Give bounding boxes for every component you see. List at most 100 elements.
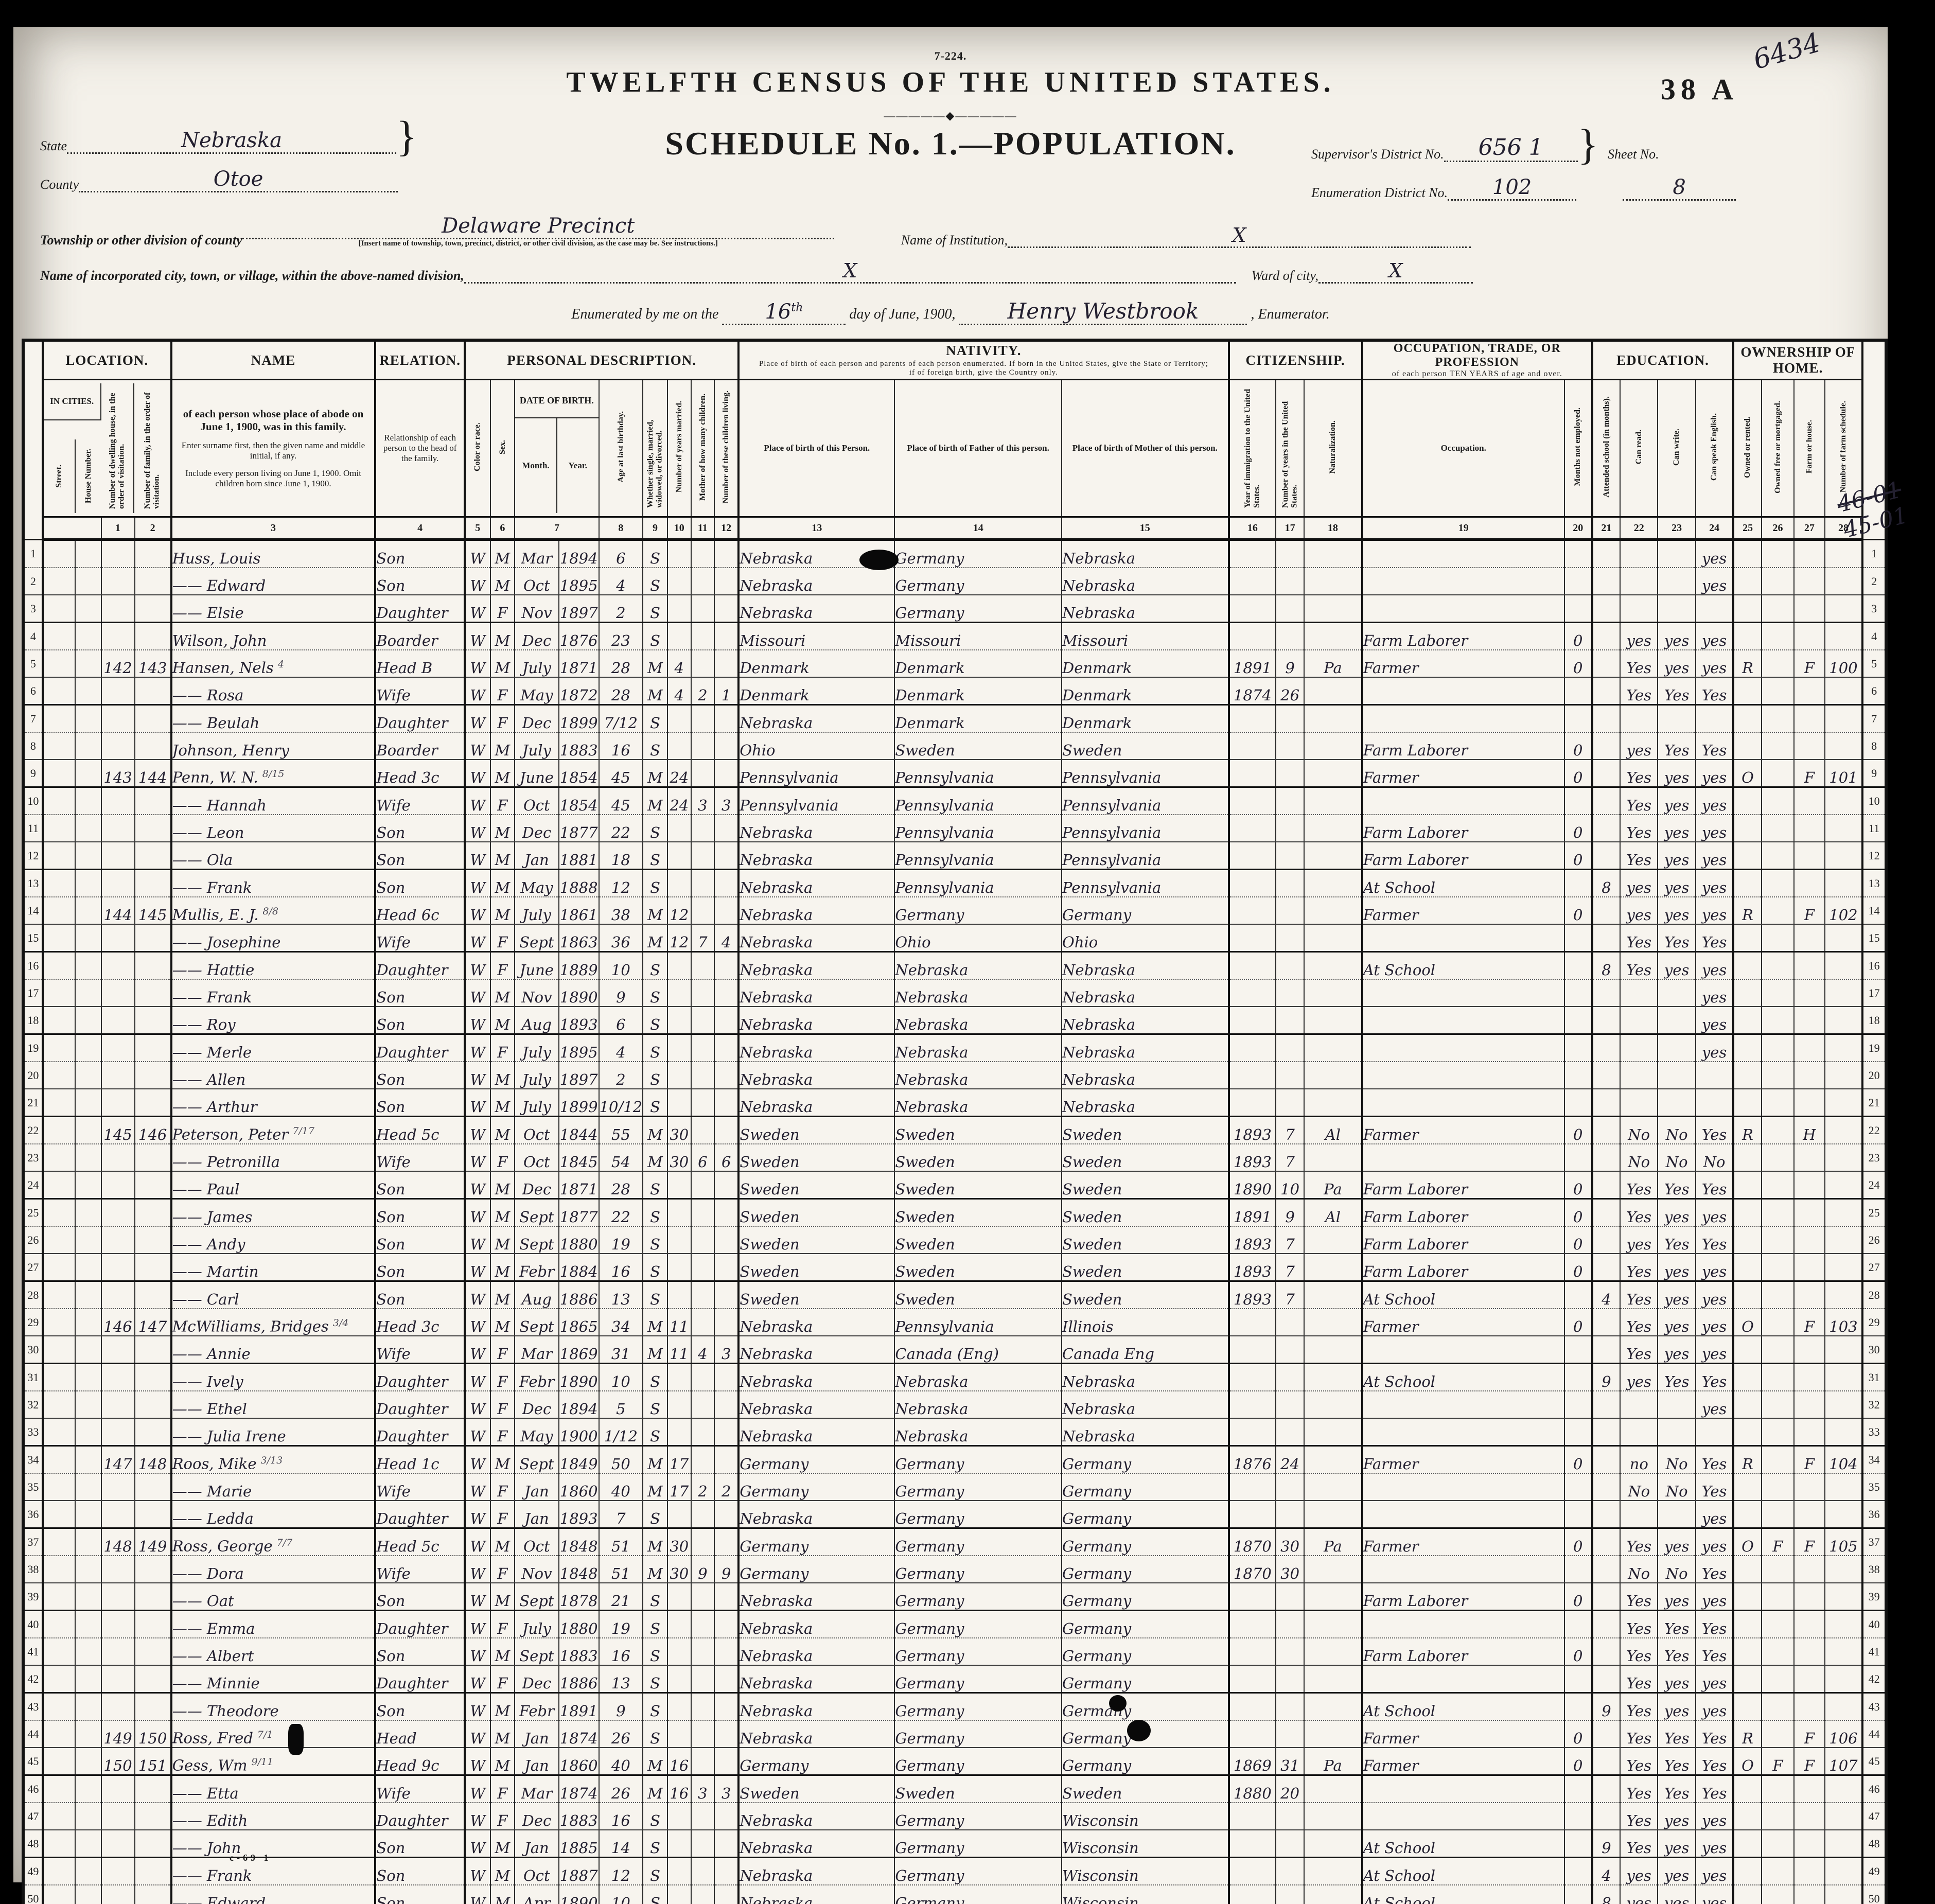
years-married-cell: [667, 1720, 692, 1748]
years-married-cell: [667, 1363, 692, 1391]
years-in-us-cell: [1276, 1007, 1305, 1035]
table-row: 48 —— John Son W M Jan 1885 14 S Nebraska Germany W…: [23, 1830, 1887, 1858]
line-number: 9: [23, 760, 44, 788]
pob-mother-cell: Sweden: [1062, 1198, 1230, 1227]
naturalization-cell: [1304, 595, 1363, 623]
population-schedule-table: LOCATION. NAME RELATION. PERSONAL DESCRI…: [22, 339, 1888, 1904]
months-not-employed-cell: [1564, 1501, 1593, 1529]
years-in-us-cell: 9: [1276, 1198, 1305, 1227]
color-race-cell: W: [465, 1062, 491, 1089]
birth-year-cell: 1889: [558, 951, 600, 980]
section-name: NAME: [171, 340, 377, 380]
age-cell: 4: [599, 568, 644, 595]
can-speak-english-cell: Yes: [1695, 1116, 1735, 1144]
color-race-cell: W: [465, 815, 491, 842]
marital-cell: S: [643, 1885, 668, 1904]
naturalization-cell: [1304, 1445, 1363, 1474]
color-race-cell: W: [465, 1665, 491, 1694]
farm-house-cell: [1794, 1144, 1825, 1172]
farm-house-cell: [1794, 787, 1825, 815]
months-not-employed-cell: 0: [1564, 1171, 1593, 1200]
can-write-cell: yes: [1658, 1693, 1696, 1721]
pob-father-cell: Nebraska: [894, 1391, 1063, 1419]
can-speak-english-cell: Yes: [1695, 677, 1735, 706]
farm-house-cell: [1794, 1857, 1825, 1885]
color-race-cell: W: [465, 979, 491, 1007]
table-row: 41 —— Albert Son W M Sept 1883 16 S Nebraska Germa…: [23, 1638, 1887, 1666]
can-read-cell: [1620, 568, 1659, 595]
attended-school-cell: [1592, 1748, 1621, 1776]
house-number-cell: [75, 1116, 102, 1144]
naturalization-cell: [1304, 1336, 1363, 1364]
mother-of-cell: [691, 1254, 715, 1282]
family-number: [134, 1144, 172, 1172]
occupation-cell: [1362, 1473, 1565, 1501]
mother-of-cell: [691, 568, 715, 595]
farm-schedule-cell: [1824, 1144, 1864, 1172]
pob-mother-cell: Nebraska: [1062, 1089, 1230, 1117]
pob-mother-cell: Pennsylvania: [1062, 815, 1230, 842]
marital-cell: S: [643, 1254, 668, 1282]
can-write-cell: yes: [1658, 1857, 1696, 1885]
free-mortgaged-cell: [1761, 650, 1795, 678]
pob-person-cell: Nebraska: [738, 1089, 895, 1117]
farm-schedule-cell: [1824, 1226, 1864, 1254]
naturalization-cell: [1304, 539, 1363, 568]
ward-label: Ward of city,: [1251, 268, 1319, 283]
farm-house-cell: [1794, 1171, 1825, 1200]
immigration-year-cell: [1228, 979, 1277, 1007]
sex-cell: M: [490, 1089, 516, 1117]
farm-schedule-cell: [1824, 1610, 1864, 1638]
family-number: [134, 1885, 172, 1904]
birth-year-cell: 1884: [558, 1254, 600, 1282]
pob-father-cell: Pennsylvania: [894, 760, 1063, 788]
can-read-cell: Yes: [1620, 650, 1659, 678]
township-label: Township or other division of county: [40, 233, 242, 248]
owned-rented-cell: [1733, 1034, 1762, 1062]
color-race-cell: W: [465, 539, 491, 568]
line-number: 48: [23, 1830, 44, 1858]
months-not-employed-cell: [1564, 539, 1593, 568]
years-in-us-cell: [1276, 979, 1305, 1007]
relation-cell: Son: [375, 1198, 466, 1227]
birth-month-cell: July: [515, 1062, 559, 1089]
line-number: 46: [23, 1775, 44, 1803]
birth-month-cell: Oct: [515, 1144, 559, 1172]
farm-house-cell: [1794, 1363, 1825, 1391]
farm-house-cell: [1794, 1775, 1825, 1803]
birth-year-cell: 1860: [558, 1748, 600, 1776]
street-cell: [42, 1748, 76, 1776]
house-number-cell: [75, 1748, 102, 1776]
farm-house-cell: [1794, 1034, 1825, 1062]
name-cell: Johnson, Henry: [171, 732, 377, 760]
can-write-cell: yes: [1658, 1281, 1696, 1309]
can-speak-english-cell: yes: [1695, 1501, 1735, 1529]
schedule-title: SCHEDULE No. 1.—POPULATION.: [665, 125, 1236, 162]
dwelling-number: [101, 979, 135, 1007]
line-number-right: 33: [1862, 1418, 1887, 1447]
line-number-right: 27: [1862, 1254, 1887, 1282]
section-personal-description: PERSONAL DESCRIPTION.: [465, 340, 740, 380]
sex-cell: M: [490, 1198, 516, 1227]
owned-rented-cell: [1733, 1391, 1762, 1419]
marital-cell: M: [643, 760, 668, 788]
family-number: 147: [134, 1309, 172, 1336]
owned-rented-cell: [1733, 539, 1762, 568]
pob-father-cell: Sweden: [894, 732, 1063, 760]
line-number-right: 40: [1862, 1610, 1887, 1638]
house-number-cell: [75, 1391, 102, 1419]
free-mortgaged-cell: [1761, 1391, 1795, 1419]
free-mortgaged-cell: [1761, 539, 1795, 568]
owned-rented-cell: [1733, 1089, 1762, 1117]
farm-schedule-cell: [1824, 677, 1864, 706]
sex-cell: M: [490, 842, 516, 870]
marital-cell: M: [643, 1144, 668, 1172]
family-number: [134, 539, 172, 568]
can-read-cell: [1620, 1089, 1659, 1117]
can-read-cell: yes: [1620, 622, 1659, 650]
farm-house-cell: F: [1794, 897, 1825, 925]
free-mortgaged-cell: [1761, 924, 1795, 953]
birth-year-cell: 1895: [558, 568, 600, 595]
street-cell: [42, 1391, 76, 1419]
children-living-cell: [714, 815, 740, 842]
